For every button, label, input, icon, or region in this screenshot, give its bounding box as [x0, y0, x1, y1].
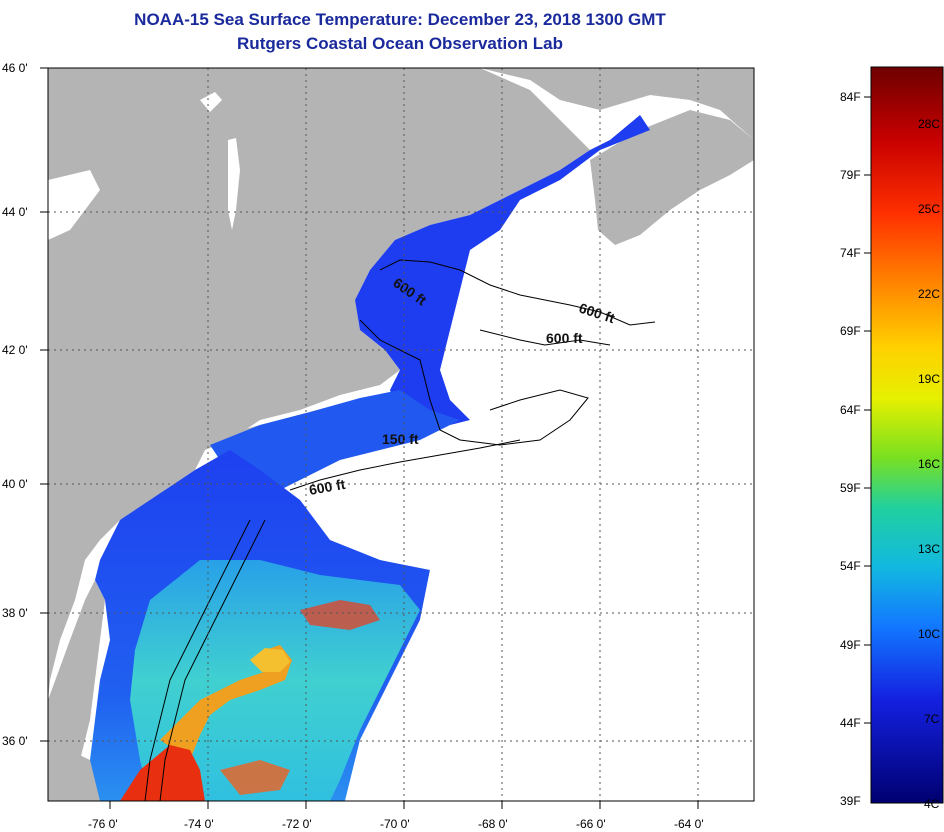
swath-edge: [345, 300, 754, 801]
cb-f-39: 39F: [840, 794, 861, 808]
sst-gulf-of-maine: [355, 115, 650, 430]
sst-gulf-stream: [160, 645, 292, 760]
land-delmarva: [48, 580, 105, 801]
lon-label-70: -70 0': [380, 817, 410, 831]
lon-label-66: -66 0': [576, 817, 606, 831]
sst-warm-patch-1: [300, 600, 380, 630]
lat-label-42: 42 0': [2, 343, 28, 357]
title-line-1: NOAA-15 Sea Surface Temperature: Decembe…: [134, 10, 666, 29]
lon-label-64: -64 0': [674, 817, 704, 831]
cb-f-69: 69F: [840, 324, 861, 338]
map-frame: [47, 67, 755, 802]
colorbar-ticks: [864, 96, 871, 724]
gridlines: [48, 68, 754, 801]
sst-gulf-stream-eddy: [250, 648, 290, 672]
lat-label-36: 36 0': [2, 734, 28, 748]
cb-c-22: 22C: [918, 287, 940, 301]
contour-label-3: 600 ft: [546, 330, 583, 346]
cb-f-49: 49F: [840, 638, 861, 652]
cb-f-74: 74F: [840, 246, 861, 260]
lat-label-38: 38 0': [2, 606, 28, 620]
cb-f-64: 64F: [840, 403, 861, 417]
lake-ontario: [48, 170, 100, 240]
cb-c-28: 28C: [918, 117, 940, 131]
contour-label-5: 600 ft: [308, 476, 347, 498]
land-outer-banks: [48, 740, 110, 801]
lon-label-72: -72 0': [282, 817, 312, 831]
cb-f-59: 59F: [840, 481, 861, 495]
cb-c-10: 10C: [918, 627, 940, 641]
cb-f-54: 54F: [840, 559, 861, 573]
sst-gulf-stream-core: [120, 745, 205, 801]
land-canada-east: [480, 68, 754, 140]
lat-label-44: 44 0': [2, 205, 28, 219]
cb-c-4: 4C: [924, 797, 940, 811]
land-nova-scotia: [590, 110, 754, 245]
sst-warm-patch-2: [220, 760, 290, 795]
land-mainland: [48, 68, 590, 700]
lon-label-76: -76 0': [88, 817, 118, 831]
cb-f-84: 84F: [840, 90, 861, 104]
cb-c-7: 7C: [924, 712, 940, 726]
axis-ticks: [40, 67, 699, 809]
lake-champlain: [228, 138, 240, 230]
contour-label-4: 150 ft: [382, 431, 419, 447]
lon-label-68: -68 0': [478, 817, 508, 831]
lon-label-74: -74 0': [184, 817, 214, 831]
cb-c-16: 16C: [918, 457, 940, 471]
colorbar: [870, 66, 944, 804]
title-line-2: Rutgers Coastal Ocean Observation Lab: [237, 34, 563, 53]
lat-label-40: 40 0': [2, 477, 28, 491]
cb-c-25: 25C: [918, 202, 940, 216]
sst-shelf-northeast: [210, 390, 460, 500]
cb-c-19: 19C: [918, 372, 940, 386]
lake-small-1: [200, 92, 222, 112]
cb-c-13: 13C: [918, 542, 940, 556]
lat-label-46: 46 0': [2, 61, 28, 75]
depth-contours: [144, 259, 656, 801]
cb-f-44: 44F: [840, 716, 861, 730]
cb-f-79: 79F: [840, 168, 861, 182]
